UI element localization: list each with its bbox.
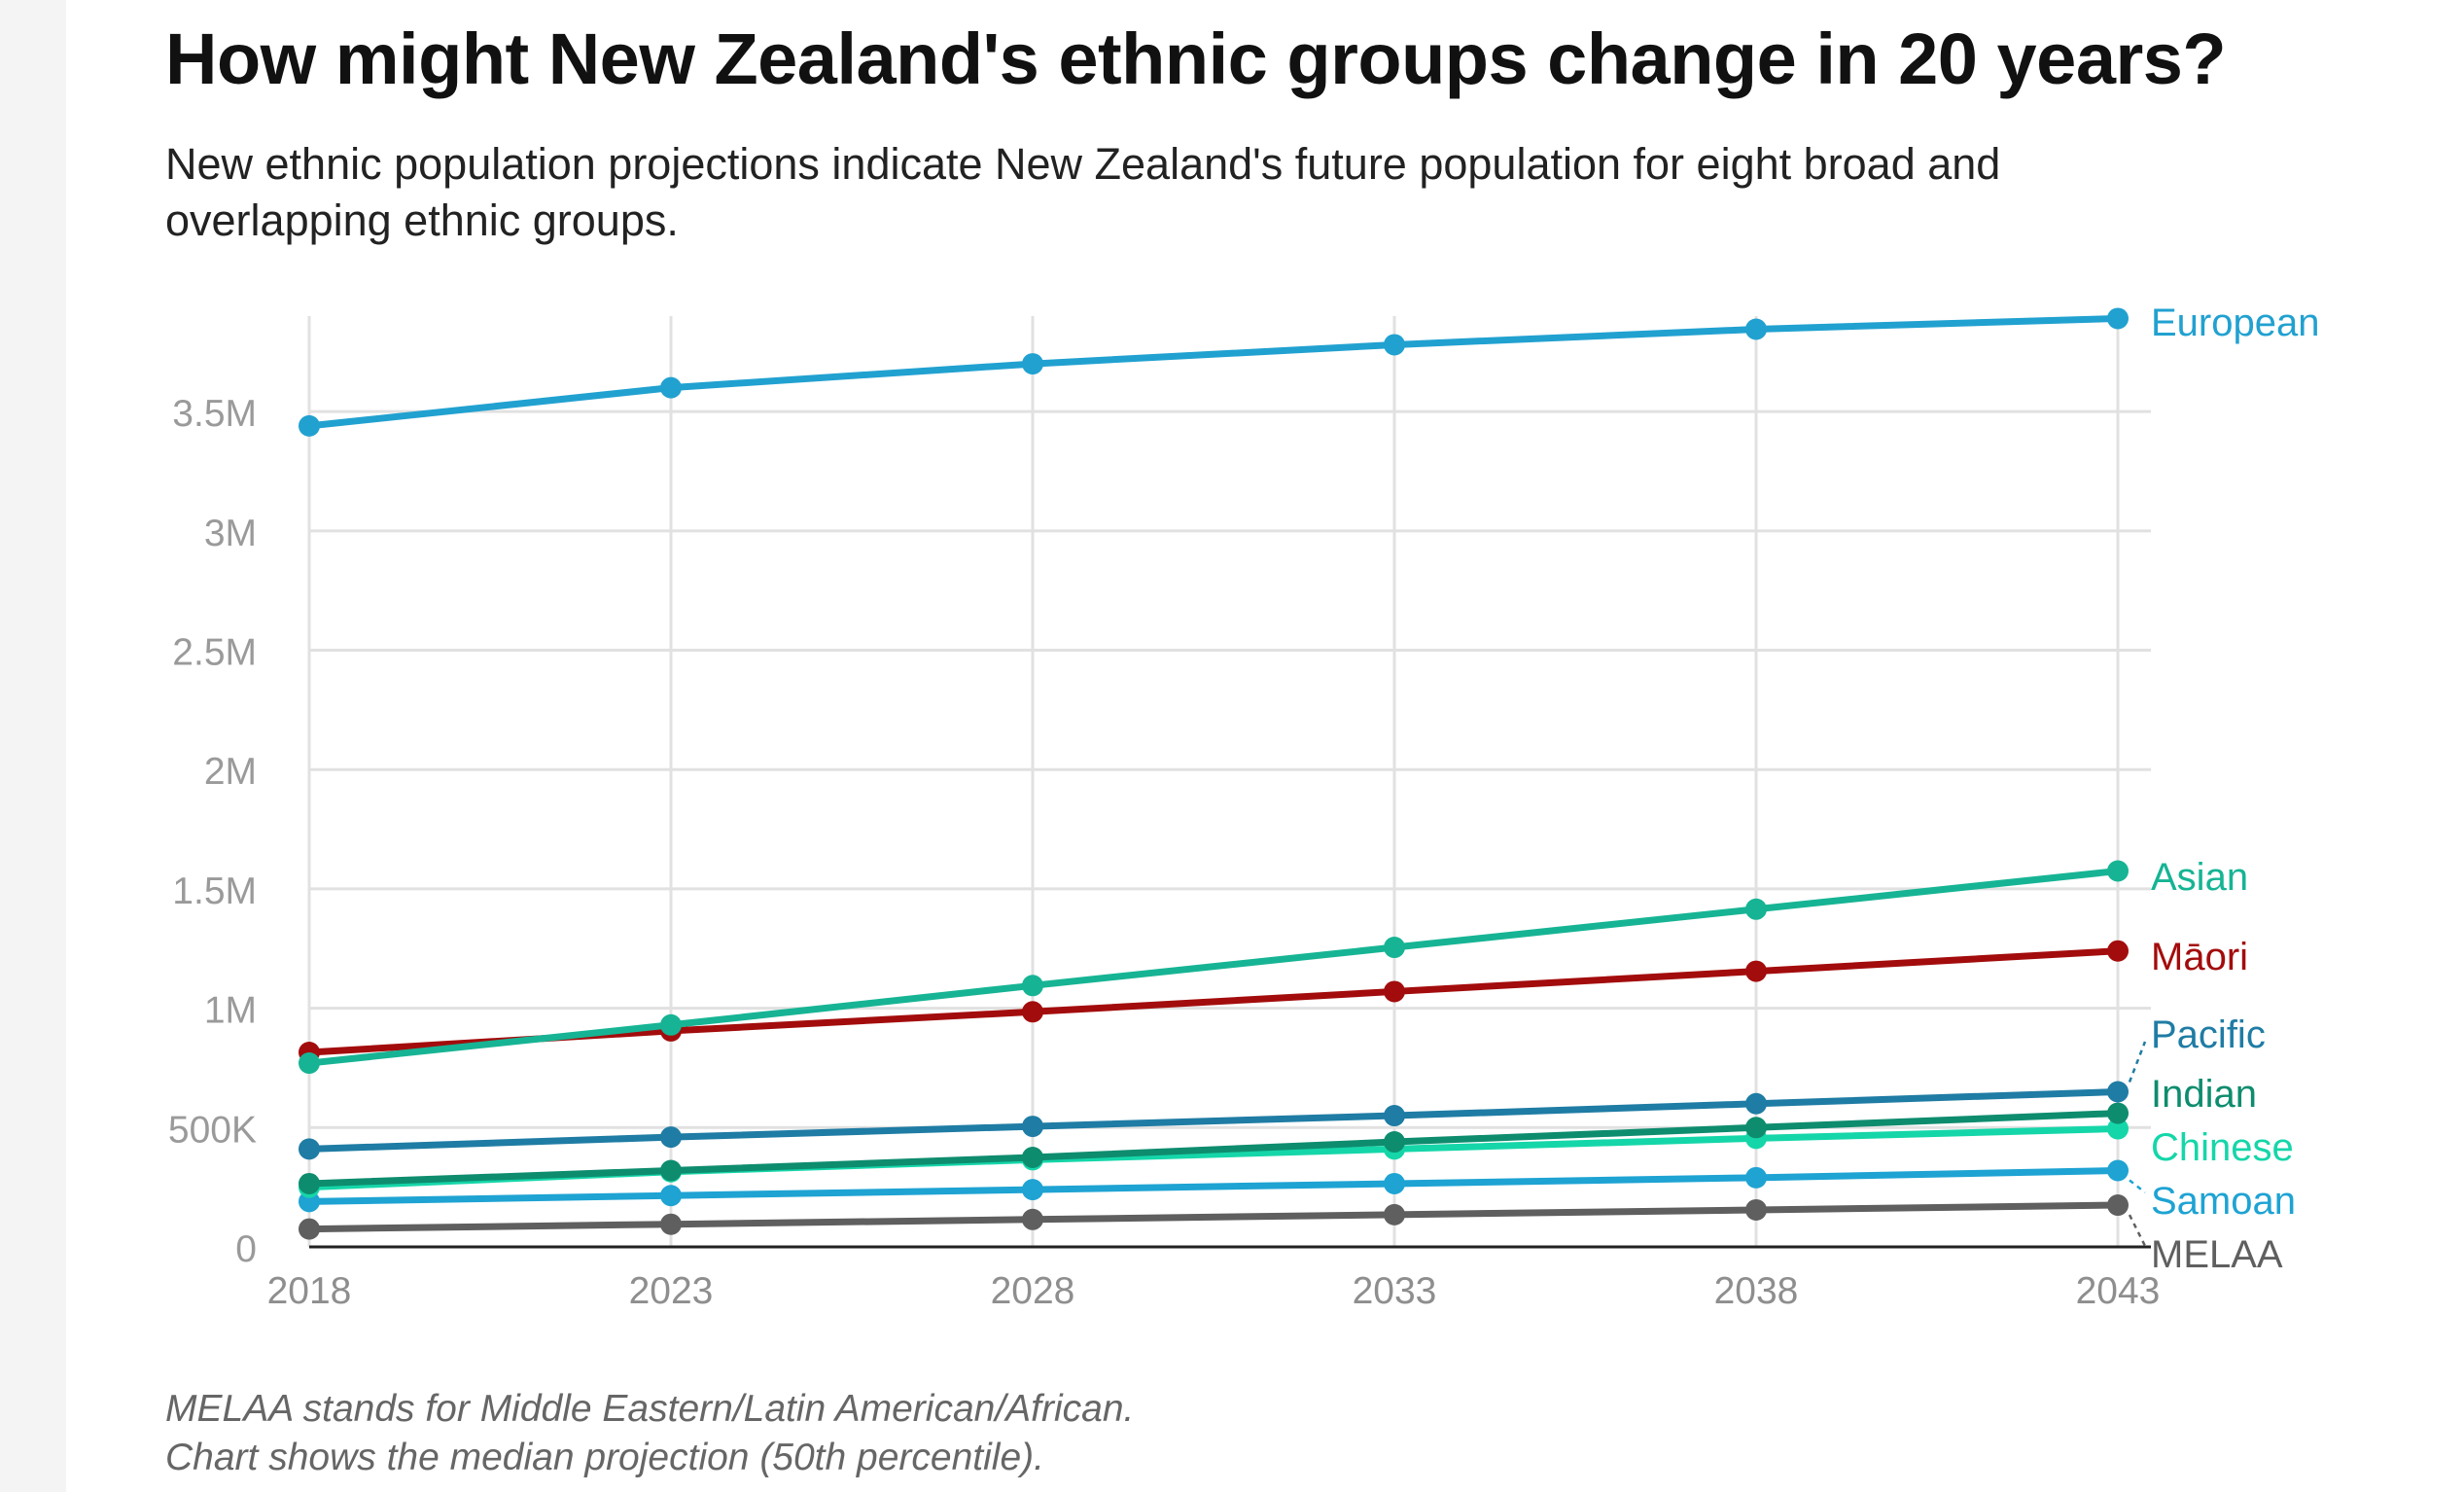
data-point-indian	[660, 1159, 682, 1182]
data-point-indian	[1022, 1146, 1043, 1168]
series-line-indian	[305, 1110, 2122, 1188]
data-point-pacific	[1022, 1116, 1043, 1138]
note-median-projection: Chart shows the median projection (50th …	[165, 1437, 1044, 1478]
series-line-melaa	[305, 1201, 2122, 1233]
data-point-samoan	[1745, 1166, 1767, 1189]
x-tick-label: 2033	[1353, 1270, 1437, 1312]
data-point-indian	[1384, 1131, 1405, 1154]
data-point-melaa	[1745, 1198, 1767, 1221]
y-tick-label: 3.5M	[172, 393, 257, 435]
y-tick-label: 1.5M	[172, 870, 257, 912]
data-point-m-ori	[1745, 960, 1767, 982]
data-point-european	[1745, 318, 1767, 340]
data-point-pacific	[299, 1138, 320, 1160]
data-point-m-ori	[1022, 1001, 1043, 1023]
data-point-m-ori	[1384, 980, 1405, 1003]
data-point-samoan	[1384, 1172, 1405, 1194]
data-point-indian	[299, 1172, 320, 1194]
data-point-indian	[2107, 1102, 2129, 1124]
data-point-m-ori	[2107, 940, 2129, 962]
data-point-melaa	[299, 1218, 320, 1240]
note-melaa-definition: MELAA stands for Middle Eastern/Latin Am…	[165, 1388, 1135, 1430]
data-point-chinese	[2107, 1118, 2129, 1140]
data-point-asian	[1022, 975, 1043, 997]
chart-subtitle: New ethnic population projections indica…	[165, 139, 2001, 245]
x-tick-label: 2018	[267, 1270, 352, 1312]
data-point-melaa	[1022, 1208, 1043, 1230]
series-label-chinese: Chinese	[2151, 1126, 2294, 1169]
series-label-european: European	[2151, 302, 2319, 344]
label-leader-melaa	[2128, 1214, 2147, 1247]
y-tick-label: 2M	[204, 751, 257, 793]
label-leader-samoan	[2129, 1179, 2146, 1193]
data-point-samoan	[1022, 1179, 1043, 1201]
series-label-indian: Indian	[2151, 1073, 2257, 1116]
data-point-asian	[2107, 860, 2129, 882]
data-point-melaa	[1384, 1203, 1405, 1226]
x-tick-label: 2038	[1714, 1270, 1799, 1312]
data-point-indian	[1745, 1117, 1767, 1139]
data-point-melaa	[660, 1213, 682, 1235]
x-tick-label: 2043	[2076, 1270, 2161, 1312]
series-label-pacific: Pacific	[2151, 1013, 2266, 1056]
y-tick-label: 3M	[204, 513, 257, 554]
y-tick-label: 500K	[168, 1109, 257, 1151]
y-tick-label: 1M	[204, 990, 257, 1032]
chart-title: How might New Zealand's ethnic groups ch…	[165, 18, 2227, 99]
data-point-pacific	[2107, 1081, 2129, 1103]
data-point-asian	[299, 1052, 320, 1075]
series-line-european	[305, 314, 2122, 430]
data-point-pacific	[1384, 1105, 1405, 1127]
data-point-melaa	[2107, 1194, 2129, 1217]
data-point-european	[299, 414, 320, 437]
data-point-pacific	[1745, 1092, 1767, 1115]
data-point-pacific	[660, 1126, 682, 1149]
series-label-m-ori: Māori	[2151, 936, 2248, 978]
data-point-asian	[1745, 898, 1767, 920]
chart-card	[66, 0, 2464, 1492]
data-point-european	[660, 376, 682, 399]
data-point-asian	[660, 1013, 682, 1036]
x-tick-label: 2023	[629, 1270, 714, 1312]
line-chart: 0 500K 1M 1.5M 2M 2.5M 3M 3.5M 2018 2023 2028 2033 2…	[168, 302, 2320, 1312]
series-label-asian: Asian	[2151, 856, 2248, 899]
y-tick-label: 2.5M	[172, 632, 257, 674]
data-point-european	[1384, 334, 1405, 356]
series-line-samoan	[305, 1166, 2122, 1205]
x-tick-label: 2028	[991, 1270, 1075, 1312]
data-point-european	[2107, 307, 2129, 330]
series-label-melaa: MELAA	[2151, 1233, 2283, 1276]
label-leader-pacific	[2128, 1041, 2147, 1083]
series-line-pacific	[305, 1088, 2122, 1153]
series-label-samoan: Samoan	[2151, 1180, 2296, 1223]
data-point-samoan	[660, 1185, 682, 1207]
y-tick-label: 0	[235, 1228, 257, 1270]
chart-notes: MELAA stands for Middle Eastern/Latin Am…	[165, 1385, 1134, 1482]
series-line-asian	[305, 868, 2122, 1067]
data-point-samoan	[2107, 1159, 2129, 1182]
data-point-european	[1022, 353, 1043, 375]
data-point-asian	[1384, 937, 1405, 959]
